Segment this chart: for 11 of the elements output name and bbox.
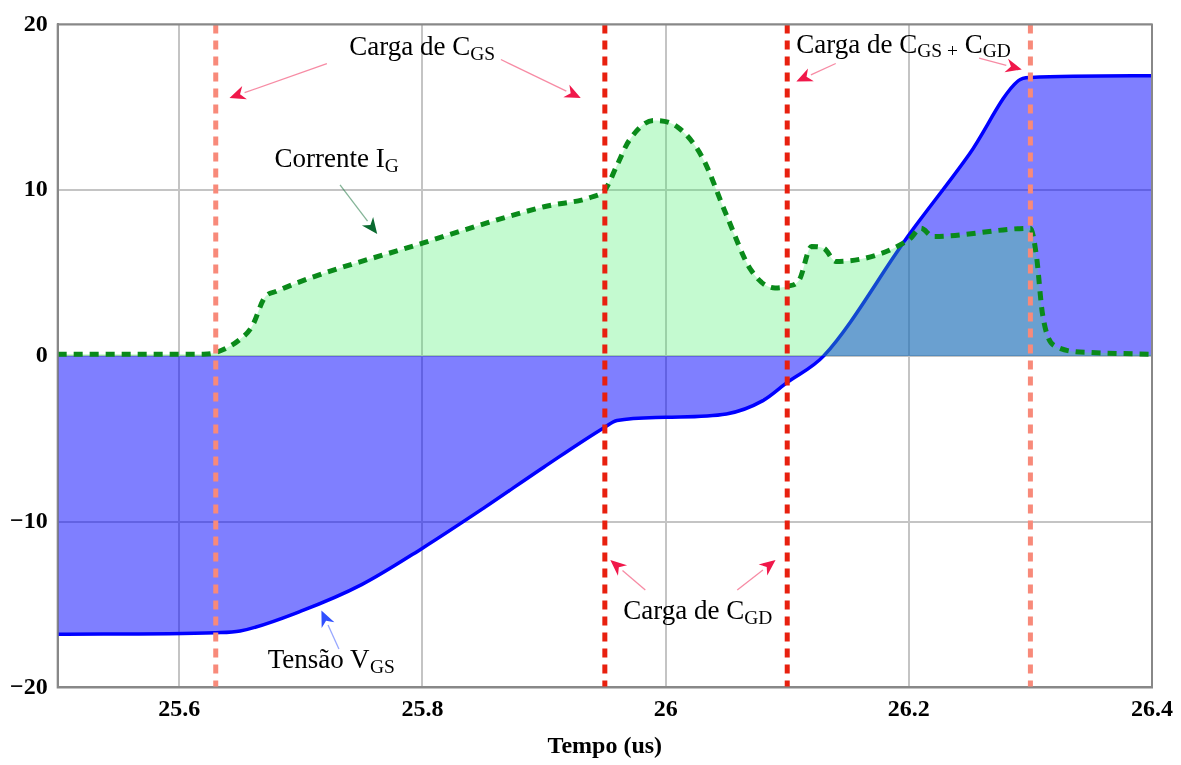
y-tick-label: 0 <box>35 341 48 368</box>
y-tick-label: 20 <box>23 9 48 36</box>
x-tick-label: 26.2 <box>887 695 930 721</box>
x-axis-title: Tempo (us) <box>547 731 663 758</box>
y-tick-label: 10 <box>23 175 48 202</box>
x-tick-label: 25.8 <box>401 695 444 721</box>
x-tick-label: 26.4 <box>1131 695 1173 721</box>
x-tick-label: 25.6 <box>158 695 201 721</box>
y-tick-label: −20 <box>9 672 48 699</box>
x-tick-label: 26 <box>653 695 678 721</box>
y-tick-label: −10 <box>9 506 48 533</box>
